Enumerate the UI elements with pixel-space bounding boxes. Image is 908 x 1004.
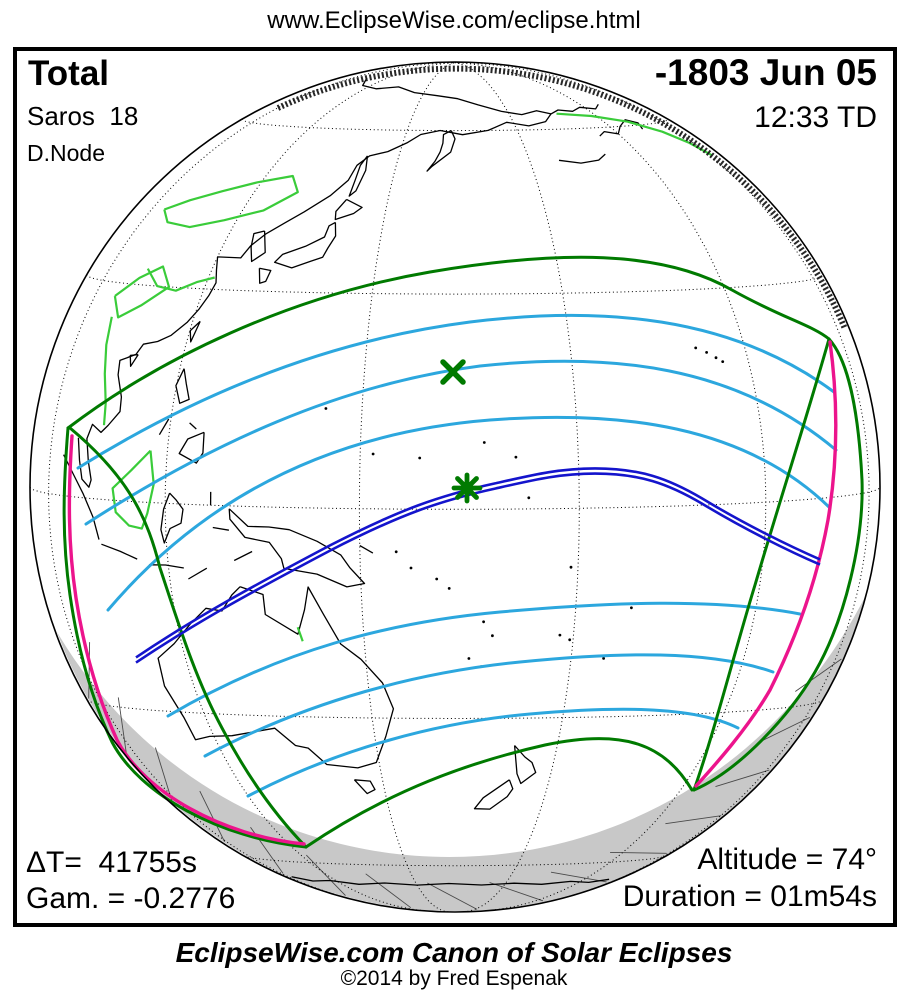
penumbra-east-inner	[692, 337, 831, 792]
altitude-value: Altitude = 74°	[697, 843, 877, 876]
night-shading	[57, 597, 865, 912]
borders-rivers	[102, 112, 713, 642]
penumbra-west-inner	[68, 426, 308, 849]
map-frame	[13, 47, 897, 927]
magnitude-contour	[246, 707, 740, 798]
canon-title: EclipseWise.com Canon of Solar Eclipses	[175, 937, 733, 968]
eclipse-time: 12:33 TD	[754, 101, 877, 134]
magnitude-contour	[203, 653, 775, 758]
limb-stipple	[276, 65, 848, 331]
subsolar-point-marker	[440, 359, 466, 385]
gamma-value: Gam. = -0.2776	[26, 882, 236, 915]
penumbra-south-limit	[304, 737, 694, 849]
magnitude-contour	[84, 359, 838, 526]
duration-value: Duration = 01m54s	[622, 880, 877, 913]
saros-label: Saros 18	[27, 101, 139, 131]
penumbra-west-outer	[62, 426, 308, 849]
umbral-path-south-limit	[135, 472, 821, 664]
node-label: D.Node	[27, 140, 105, 166]
site-url: www.EclipseWise.com/eclipse.html	[267, 7, 641, 34]
eclipse-type-label: Total	[28, 54, 110, 93]
coastlines	[63, 77, 725, 886]
penumbra-east-outer	[692, 337, 864, 792]
penumbra-limits	[62, 255, 864, 849]
magnitude-contours	[76, 313, 838, 798]
penumbra-north-limit	[66, 255, 831, 430]
eclipse-map	[29, 61, 881, 913]
magnitude-contour	[76, 313, 836, 470]
eclipse-date: -1803 Jun 05	[654, 52, 877, 93]
greatest-eclipse-marker	[451, 472, 483, 504]
delta-t-value: ΔT= 41755s	[26, 846, 197, 879]
globe-outline	[29, 61, 881, 913]
magnitude-contour	[166, 601, 802, 718]
umbral-path	[135, 467, 821, 664]
copyright: ©2014 by Fred Espenak	[340, 967, 568, 990]
night-shading-hatch	[88, 642, 842, 910]
umbral-path-north-limit	[135, 467, 821, 659]
sunset-curve	[694, 340, 838, 788]
sunrise-curve	[67, 434, 306, 846]
magnitude-contour	[106, 415, 832, 612]
rise-set-curves	[67, 340, 838, 846]
